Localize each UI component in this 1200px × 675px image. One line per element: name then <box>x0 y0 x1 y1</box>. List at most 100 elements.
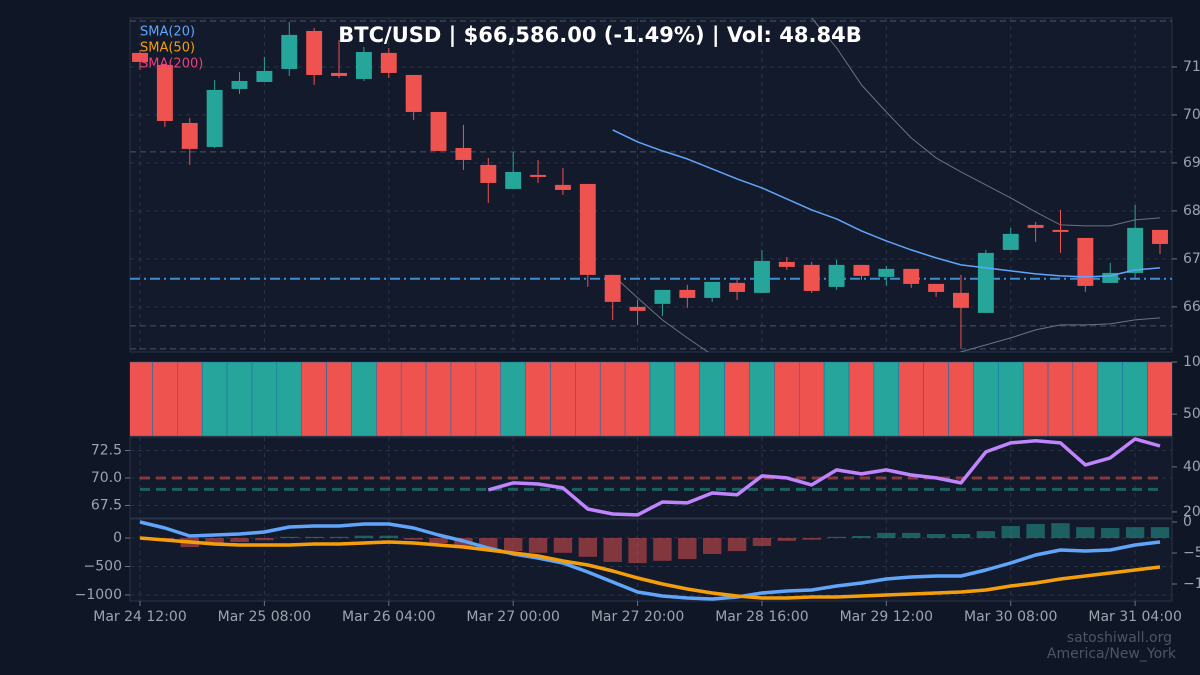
histogram-bar <box>553 537 573 553</box>
volume-bar <box>774 362 800 436</box>
volume-bar <box>201 362 228 436</box>
histogram-bar <box>1125 527 1145 538</box>
volume-bar <box>749 362 775 436</box>
x-tick-label: Mar 24 12:00 <box>93 609 186 625</box>
histogram-bar <box>1026 524 1045 538</box>
y-tick-label: 67.5 <box>91 497 122 513</box>
volume-bar <box>475 362 502 436</box>
histogram-bar <box>902 532 921 538</box>
band-line <box>612 274 1161 352</box>
candle-body <box>480 164 497 183</box>
y-tick-label: 70000 <box>1183 107 1200 123</box>
volume-bar <box>848 362 875 436</box>
legend-entry: SMA(200) <box>140 57 203 72</box>
candle-body <box>853 264 870 276</box>
x-tick-label: Mar 27 20:00 <box>591 609 684 625</box>
candle-body <box>355 51 372 79</box>
volume-bar <box>301 362 327 436</box>
histogram-bar <box>628 537 647 564</box>
y-tick-label: 71000 <box>1183 59 1200 75</box>
x-tick-label: Mar 29 12:00 <box>840 609 933 625</box>
candle-body <box>729 282 746 292</box>
histogram-bar <box>329 536 349 538</box>
volume-bar <box>1072 362 1099 436</box>
candle-body <box>753 260 770 293</box>
candle-body <box>704 281 721 298</box>
panel-background <box>129 17 1173 353</box>
histogram-bar <box>528 537 548 553</box>
candle-body <box>405 74 422 112</box>
footer-timezone: America/New_York <box>1047 646 1177 662</box>
candle-body <box>156 64 173 121</box>
histogram-bar <box>280 536 299 538</box>
volume-bar <box>351 362 377 436</box>
candle-body <box>903 268 920 284</box>
legend-entry: SMA(20) <box>140 25 195 40</box>
volume-bar <box>226 362 253 436</box>
volume-bar <box>500 362 526 436</box>
histogram-bar <box>827 536 846 538</box>
histogram-bar <box>752 537 772 546</box>
chart-title: BTC/USD | $66,586.00 (-1.49%) | Vol: 48.… <box>338 23 861 48</box>
volume-bar <box>525 362 551 436</box>
y-tick-label: 66000 <box>1183 299 1200 315</box>
candle-body <box>878 268 895 277</box>
candle-body <box>430 111 447 151</box>
histogram-bar <box>255 537 274 541</box>
candle-body <box>778 261 795 267</box>
series-line <box>487 437 1161 517</box>
candle-body <box>455 147 472 160</box>
volume-bar <box>152 362 178 436</box>
footer-site: satoshiwall.org <box>1067 630 1172 646</box>
candle-body <box>281 34 298 69</box>
histogram-bar <box>802 537 821 540</box>
volume-bar <box>674 362 701 436</box>
series-line <box>612 129 1161 278</box>
candle-body <box>206 89 223 147</box>
candle-body <box>679 289 696 298</box>
histogram-bar <box>205 537 224 544</box>
x-tick-label: Mar 30 08:00 <box>964 609 1057 625</box>
y-tick-label: 72.5 <box>91 443 122 459</box>
x-tick-label: Mar 31 04:00 <box>1088 609 1181 625</box>
histogram-bar <box>852 535 871 538</box>
candle-body <box>505 171 522 189</box>
x-tick-label: Mar 25 08:00 <box>218 609 311 625</box>
histogram-bar <box>777 537 797 541</box>
y-tick-label: 0 <box>113 530 122 546</box>
candle-body <box>928 283 945 292</box>
candle-body <box>554 184 571 190</box>
y2-tick-label: 20 <box>1183 504 1200 520</box>
y-tick-label: 500 <box>1183 406 1200 422</box>
histogram-bar <box>1101 528 1120 538</box>
candle-body <box>231 80 248 89</box>
volume-bar <box>251 362 278 436</box>
volume-bar <box>276 362 303 436</box>
histogram-bar <box>1001 526 1020 538</box>
volume-bar <box>130 362 153 436</box>
y2-tick-label: −500 <box>1183 545 1200 561</box>
y-tick-label: −500 <box>84 559 122 575</box>
volume-bar <box>599 362 626 436</box>
panel <box>130 519 1172 601</box>
y-tick-label: 67000 <box>1183 251 1200 267</box>
x-tick-label: Mar 26 04:00 <box>342 609 435 625</box>
candle-body <box>953 292 969 308</box>
histogram-bar <box>653 537 672 561</box>
candle-body <box>1027 224 1044 228</box>
histogram-bar <box>379 535 398 538</box>
candle-body <box>1127 227 1144 273</box>
y-tick-label: 1000 <box>1183 354 1200 370</box>
y-tick-label: 70.0 <box>91 470 122 486</box>
histogram-bar <box>951 533 971 538</box>
histogram-bar <box>304 536 324 538</box>
volume-bar <box>1047 362 1074 436</box>
volume-bar <box>798 362 825 436</box>
candle-body <box>629 306 646 311</box>
volume-bar <box>550 362 576 436</box>
y-tick-label: 69000 <box>1183 155 1200 171</box>
candle-body <box>803 264 820 291</box>
volume-bar <box>724 362 750 436</box>
histogram-bar <box>230 537 249 542</box>
volume-bar <box>450 362 477 436</box>
